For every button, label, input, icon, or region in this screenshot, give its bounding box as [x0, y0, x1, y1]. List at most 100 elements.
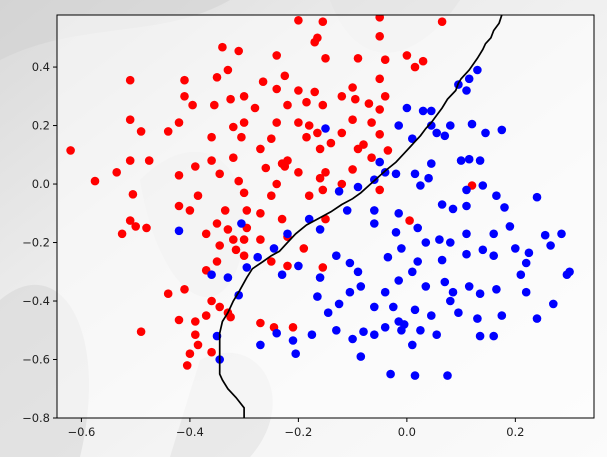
y-tick-label-1: 0.2 — [32, 119, 50, 133]
point-series-0-53 — [207, 132, 216, 142]
plot-content — [66, 15, 574, 418]
point-series-1-51 — [505, 222, 515, 231]
point-series-0-95 — [185, 206, 195, 215]
point-series-1-11 — [481, 128, 490, 138]
point-series-0-113 — [215, 241, 224, 250]
point-series-0-3 — [437, 17, 447, 27]
point-series-0-23 — [294, 86, 303, 95]
point-series-1-130 — [410, 371, 420, 380]
point-series-0-82 — [215, 169, 224, 179]
point-series-0-133 — [193, 340, 203, 350]
point-series-1-122 — [432, 330, 442, 340]
point-series-1-62 — [345, 258, 355, 268]
point-series-1-6 — [427, 106, 436, 116]
point-series-1-102 — [446, 296, 455, 306]
point-series-1-13 — [321, 124, 330, 133]
y-tick-label-5: −0.6 — [22, 353, 50, 367]
point-series-1-27 — [353, 182, 363, 192]
point-series-1-28 — [334, 187, 344, 196]
point-series-1-64 — [383, 252, 393, 262]
y-tick-label-6: −0.8 — [22, 411, 50, 425]
point-series-1-86 — [421, 282, 431, 291]
point-series-0-132 — [185, 349, 195, 359]
point-series-0-98 — [256, 209, 265, 218]
point-series-1-85 — [408, 267, 417, 277]
point-series-0-1 — [318, 17, 328, 27]
point-series-0-81 — [174, 171, 184, 180]
point-series-0-24 — [310, 87, 320, 97]
point-series-1-20 — [375, 157, 385, 167]
point-series-1-24 — [427, 159, 436, 168]
point-series-0-125 — [207, 296, 216, 306]
point-series-1-109 — [272, 328, 282, 338]
point-series-0-110 — [239, 235, 249, 244]
y-tick-label-3: −0.2 — [22, 236, 50, 250]
point-series-0-63 — [229, 153, 238, 162]
point-series-1-103 — [454, 308, 463, 318]
point-series-0-61 — [144, 156, 154, 165]
point-series-0-121 — [283, 261, 292, 271]
scatter-series — [66, 15, 574, 380]
point-series-0-96 — [220, 206, 230, 215]
point-series-1-71 — [511, 244, 520, 253]
point-series-0-10 — [321, 54, 330, 63]
point-series-0-29 — [210, 100, 219, 110]
point-series-0-8 — [218, 42, 227, 52]
point-series-1-106 — [549, 299, 558, 309]
x-tick-label-0: −0.6 — [67, 425, 95, 439]
point-series-1-127 — [291, 349, 301, 359]
point-series-1-55 — [237, 219, 246, 228]
point-series-1-46 — [421, 238, 431, 247]
point-series-0-13 — [402, 51, 412, 60]
y-tick-label-0: 0.4 — [32, 60, 50, 74]
point-series-1-18 — [456, 156, 466, 165]
point-series-0-46 — [294, 118, 303, 127]
x-tick-label-1: −0.4 — [176, 425, 204, 439]
point-series-1-47 — [435, 235, 444, 244]
point-series-0-78 — [191, 162, 200, 171]
point-series-1-124 — [489, 331, 499, 341]
point-series-0-50 — [136, 127, 146, 136]
point-series-1-53 — [557, 229, 566, 239]
point-series-0-16 — [125, 75, 135, 85]
point-series-1-57 — [269, 244, 279, 253]
point-series-1-69 — [478, 245, 488, 255]
point-series-1-0 — [473, 65, 482, 75]
point-series-0-122 — [318, 263, 328, 272]
point-series-0-126 — [215, 302, 224, 312]
point-series-0-85 — [315, 173, 325, 183]
point-series-1-105 — [497, 311, 507, 320]
point-series-0-74 — [280, 162, 290, 171]
point-series-0-11 — [353, 54, 363, 63]
point-series-1-32 — [492, 191, 501, 200]
point-series-1-19 — [475, 156, 485, 165]
point-series-0-118 — [212, 257, 222, 266]
point-series-1-1 — [464, 74, 474, 84]
point-series-1-108 — [256, 340, 265, 350]
point-series-0-43 — [229, 122, 238, 132]
point-series-1-104 — [473, 314, 482, 323]
point-series-0-19 — [223, 65, 233, 75]
point-series-1-100 — [410, 305, 420, 315]
point-series-0-32 — [250, 103, 260, 113]
point-series-0-37 — [351, 94, 360, 104]
point-series-0-47 — [304, 121, 314, 130]
point-series-1-48 — [446, 238, 455, 247]
point-series-0-54 — [237, 132, 246, 142]
point-series-1-45 — [413, 223, 423, 233]
point-series-0-115 — [239, 251, 249, 260]
point-series-0-55 — [267, 134, 276, 143]
point-series-1-76 — [562, 270, 572, 280]
point-series-0-90 — [267, 191, 276, 200]
point-series-0-131 — [191, 330, 200, 340]
point-series-1-131 — [443, 371, 452, 380]
point-series-1-72 — [524, 248, 534, 258]
point-series-1-113 — [348, 334, 357, 344]
point-series-0-86 — [337, 179, 347, 189]
point-series-0-77 — [348, 165, 357, 174]
point-series-1-74 — [521, 258, 531, 268]
point-series-1-49 — [462, 229, 471, 239]
point-series-0-51 — [163, 127, 173, 136]
point-series-0-31 — [239, 92, 249, 101]
point-series-1-123 — [475, 331, 485, 341]
